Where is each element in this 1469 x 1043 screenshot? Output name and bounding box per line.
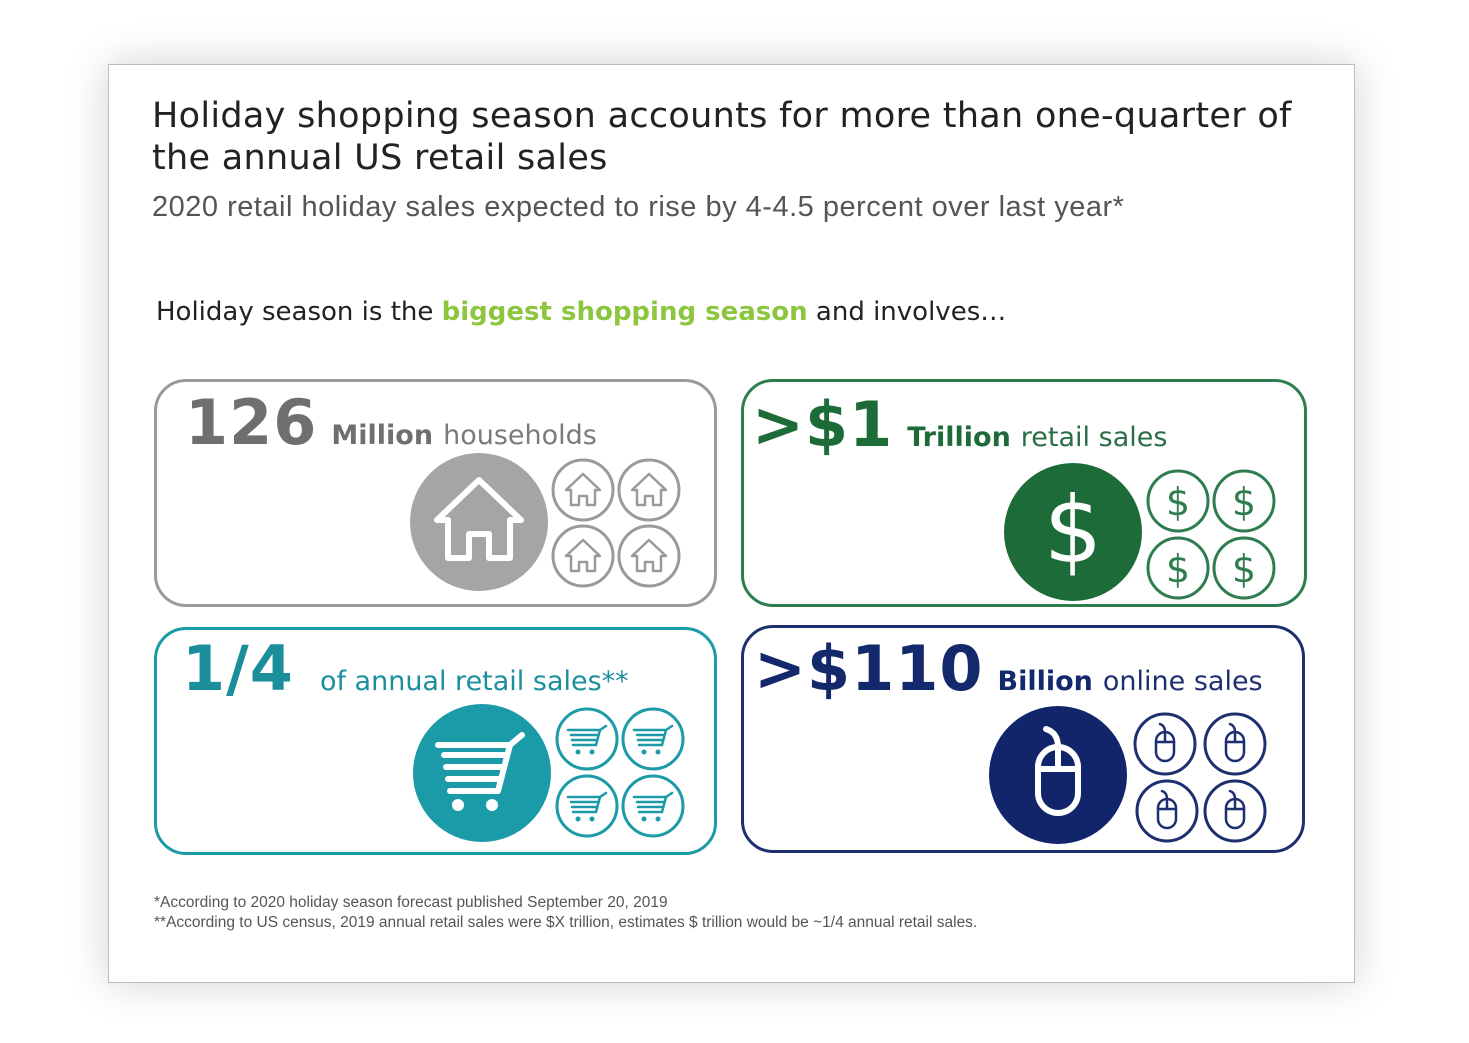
retail-desc: retail sales [1020, 422, 1168, 453]
footnote-2: **According to US census, 2019 annual re… [154, 914, 978, 931]
dollar-icon: $ [1004, 463, 1142, 601]
mouse-icon [1203, 779, 1267, 843]
intro-before: Holiday season is the [156, 297, 442, 327]
intro-highlight: biggest shopping season [441, 297, 808, 327]
share-number: 1/4 [182, 632, 294, 705]
households-unit: Million [331, 420, 434, 451]
dollar-icon: $ [1146, 536, 1210, 600]
mouse-icon [1133, 712, 1197, 776]
house-icon [617, 524, 681, 588]
svg-text:$: $ [1166, 547, 1190, 591]
svg-text:$: $ [1232, 547, 1256, 591]
svg-text:$: $ [1232, 480, 1256, 524]
house-icon [551, 458, 615, 522]
annual-share-card: 1/4 of annual retail sales** [154, 627, 717, 855]
cart-icon [413, 704, 551, 842]
households-desc: households [443, 420, 597, 451]
dollar-icon: $ [1212, 536, 1276, 600]
share-stat: 1/4 of annual retail sales** [182, 632, 629, 705]
mouse-icon [1203, 712, 1267, 776]
retail-stat: >$1 Trillion retail sales [752, 388, 1167, 461]
online-sales-card: >$110 Billion online sales [741, 625, 1305, 853]
svg-text:$: $ [1044, 477, 1103, 584]
cart-icon [621, 707, 685, 771]
svg-text:$: $ [1166, 480, 1190, 524]
online-stat: >$110 Billion online sales [754, 632, 1263, 705]
cart-icon [555, 774, 619, 838]
dollar-icon: $ [1212, 469, 1276, 533]
online-unit: Billion [997, 666, 1093, 697]
cart-icon [621, 774, 685, 838]
mouse-icon [1135, 779, 1199, 843]
footnotes: *According to 2020 holiday season foreca… [154, 893, 977, 933]
slide: Holiday shopping season accounts for mor… [108, 64, 1355, 983]
retail-number: >$1 [752, 388, 894, 461]
share-desc: of annual retail sales** [319, 666, 629, 697]
online-number: >$110 [754, 632, 984, 705]
mouse-icon [989, 706, 1127, 844]
retail-sales-card: >$1 Trillion retail sales $ $ $ $ $ [741, 379, 1307, 607]
dollar-icon: $ [1146, 469, 1210, 533]
households-stat: 126 Million households [185, 386, 597, 459]
footnote-1: *According to 2020 holiday season foreca… [154, 894, 668, 911]
house-icon [617, 458, 681, 522]
house-icon [551, 524, 615, 588]
slide-subtitle: 2020 retail holiday sales expected to ri… [152, 191, 1125, 223]
intro-text: Holiday season is the biggest shopping s… [156, 297, 1006, 327]
slide-title: Holiday shopping season accounts for mor… [152, 96, 1292, 178]
online-desc: online sales [1102, 666, 1263, 697]
retail-unit: Trillion [907, 422, 1011, 453]
house-icon [410, 453, 548, 591]
households-number: 126 [185, 386, 318, 459]
households-card: 126 Million households [154, 379, 717, 607]
cart-icon [555, 707, 619, 771]
intro-after: and involves… [807, 297, 1007, 327]
